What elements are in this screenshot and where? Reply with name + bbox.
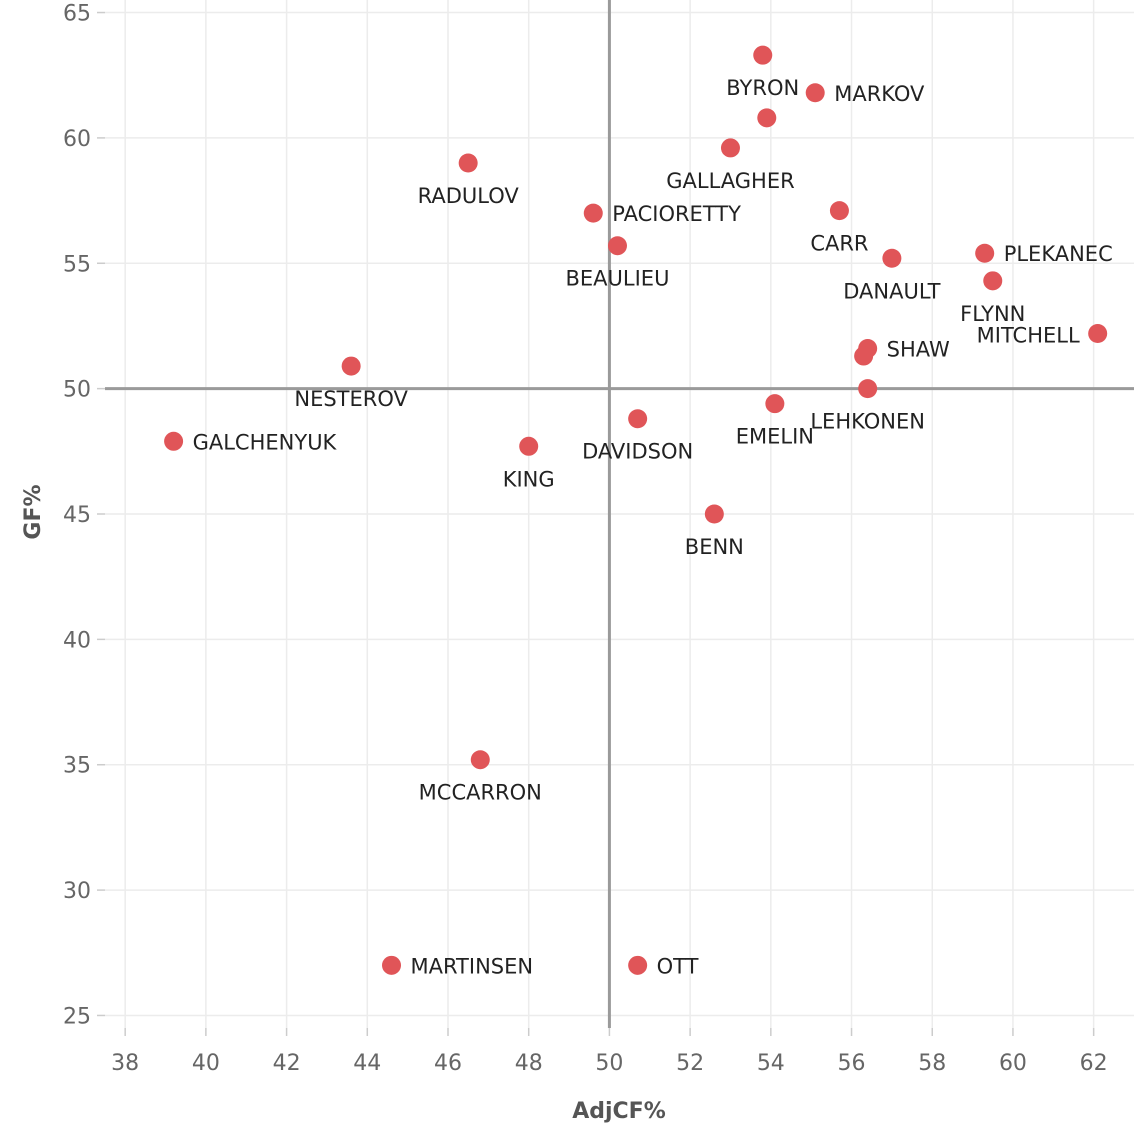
point-labels: BYRON MARKOV GALLAGHER RADULOV PACIORETTY BEA… bbox=[193, 76, 1113, 978]
point-label: MITCHELL bbox=[977, 323, 1080, 347]
reference-lines bbox=[105, 0, 1134, 1028]
point-label: NESTEROV bbox=[294, 387, 408, 411]
point-label: GALLAGHER bbox=[666, 169, 794, 193]
point-label: EMELIN bbox=[736, 425, 814, 449]
y-axis-title: GF% bbox=[21, 484, 46, 539]
y-tick-label: 50 bbox=[63, 378, 91, 403]
point-label: BENN bbox=[685, 535, 744, 559]
data-point[interactable] bbox=[829, 201, 849, 221]
x-tick-label: 38 bbox=[111, 1051, 139, 1076]
point-label: BEAULIEU bbox=[566, 267, 670, 291]
point-label: GALCHENYUK bbox=[193, 430, 338, 454]
y-tick-label: 25 bbox=[63, 1004, 91, 1029]
x-tick-label: 52 bbox=[676, 1051, 704, 1076]
y-tick-label: 65 bbox=[63, 2, 91, 27]
point-label: RADULOV bbox=[418, 184, 520, 208]
point-label: DAVIDSON bbox=[582, 440, 693, 464]
data-point[interactable] bbox=[975, 243, 995, 263]
data-point[interactable] bbox=[458, 153, 478, 173]
data-point[interactable] bbox=[341, 356, 361, 376]
point-label: PLEKANEC bbox=[1004, 242, 1113, 266]
x-axis-title: AdjCF% bbox=[572, 1099, 666, 1124]
data-point[interactable] bbox=[164, 431, 184, 451]
data-point[interactable] bbox=[519, 436, 539, 456]
point-label: MARTINSEN bbox=[411, 954, 534, 978]
data-point[interactable] bbox=[858, 379, 878, 399]
point-label: MCCARRON bbox=[419, 781, 542, 805]
data-point[interactable] bbox=[983, 271, 1003, 291]
data-point[interactable] bbox=[765, 394, 785, 414]
data-point[interactable] bbox=[470, 750, 490, 770]
data-point[interactable] bbox=[757, 108, 777, 128]
x-tick-label: 58 bbox=[918, 1051, 946, 1076]
point-label: KING bbox=[503, 467, 555, 491]
data-point[interactable] bbox=[854, 346, 874, 366]
axis-ticks: 38 40 42 44 46 48 50 52 54 56 58 60 62 25 30 35 40 45 50 55… bbox=[63, 2, 1108, 1076]
data-point[interactable] bbox=[720, 138, 740, 158]
y-tick-label: 60 bbox=[63, 127, 91, 152]
point-label: DANAULT bbox=[843, 279, 940, 303]
data-point[interactable] bbox=[607, 236, 627, 256]
data-point[interactable] bbox=[1088, 323, 1108, 343]
x-tick-label: 48 bbox=[515, 1051, 543, 1076]
y-tick-label: 30 bbox=[63, 879, 91, 904]
x-tick-label: 50 bbox=[595, 1051, 623, 1076]
grid-lines bbox=[105, 0, 1134, 1028]
data-point[interactable] bbox=[882, 248, 902, 268]
point-label: CARR bbox=[810, 232, 868, 256]
y-tick-label: 40 bbox=[63, 628, 91, 653]
x-tick-label: 60 bbox=[999, 1051, 1027, 1076]
y-tick-label: 45 bbox=[63, 503, 91, 528]
y-tick-label: 35 bbox=[63, 754, 91, 779]
x-tick-label: 54 bbox=[757, 1051, 785, 1076]
x-tick-label: 40 bbox=[192, 1051, 220, 1076]
point-label: OTT bbox=[657, 954, 699, 978]
data-points bbox=[164, 45, 1108, 975]
x-tick-label: 44 bbox=[353, 1051, 381, 1076]
point-label: LEHKONEN bbox=[810, 410, 925, 434]
data-point[interactable] bbox=[753, 45, 773, 65]
x-tick-label: 42 bbox=[273, 1051, 301, 1076]
data-point[interactable] bbox=[628, 955, 648, 975]
point-label: PACIORETTY bbox=[612, 202, 741, 226]
point-label: MARKOV bbox=[834, 82, 925, 106]
data-point[interactable] bbox=[805, 83, 825, 103]
x-tick-label: 46 bbox=[434, 1051, 462, 1076]
data-point[interactable] bbox=[628, 409, 648, 429]
data-point[interactable] bbox=[583, 203, 603, 223]
point-label: BYRON bbox=[726, 76, 799, 100]
point-label: FLYNN bbox=[960, 302, 1025, 326]
data-point[interactable] bbox=[704, 504, 724, 524]
y-tick-label: 55 bbox=[63, 252, 91, 277]
point-label: SHAW bbox=[887, 338, 950, 362]
data-point[interactable] bbox=[382, 955, 402, 975]
x-tick-label: 56 bbox=[838, 1051, 866, 1076]
x-tick-label: 62 bbox=[1080, 1051, 1108, 1076]
